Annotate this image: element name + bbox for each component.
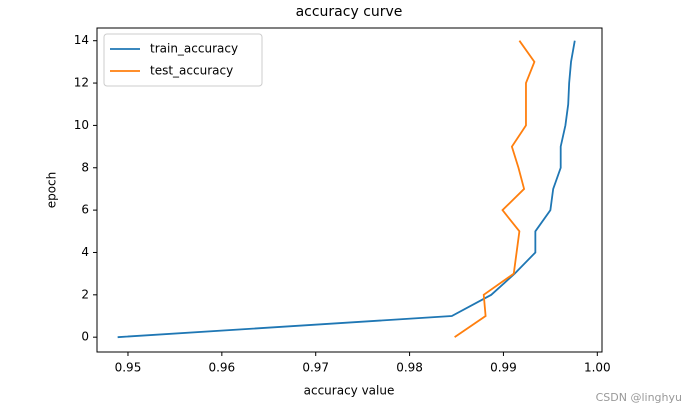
chart-title: accuracy curve [296, 4, 403, 20]
y-tick-label: 6 [81, 203, 89, 217]
y-tick-label: 0 [81, 330, 89, 344]
y-tick-label: 2 [81, 287, 89, 301]
y-tick-label: 8 [81, 160, 89, 174]
y-tick-label: 4 [81, 245, 89, 259]
line [117, 40, 576, 339]
x-tick-label: 1.00 [584, 361, 611, 375]
y-tick-label: 10 [74, 118, 89, 132]
x-tick-label: 0.95 [115, 361, 142, 375]
x-tick-label: 0.96 [208, 361, 235, 375]
x-tick-label: 0.97 [302, 361, 329, 375]
y-tick-label: 14 [74, 33, 89, 47]
y-tick-label: 12 [74, 76, 89, 90]
y-axis-label: epoch [45, 172, 59, 209]
legend-label: train_accuracy [150, 42, 238, 56]
legend-box [103, 33, 263, 87]
legend-label: test_accuracy [150, 64, 233, 78]
line [454, 40, 536, 338]
x-tick-label: 0.99 [490, 361, 517, 375]
x-axis-label: accuracy value [304, 384, 395, 398]
plot-frame [96, 27, 603, 353]
x-tick-label: 0.98 [396, 361, 423, 375]
watermark: CSDN @linghyu [596, 391, 682, 404]
